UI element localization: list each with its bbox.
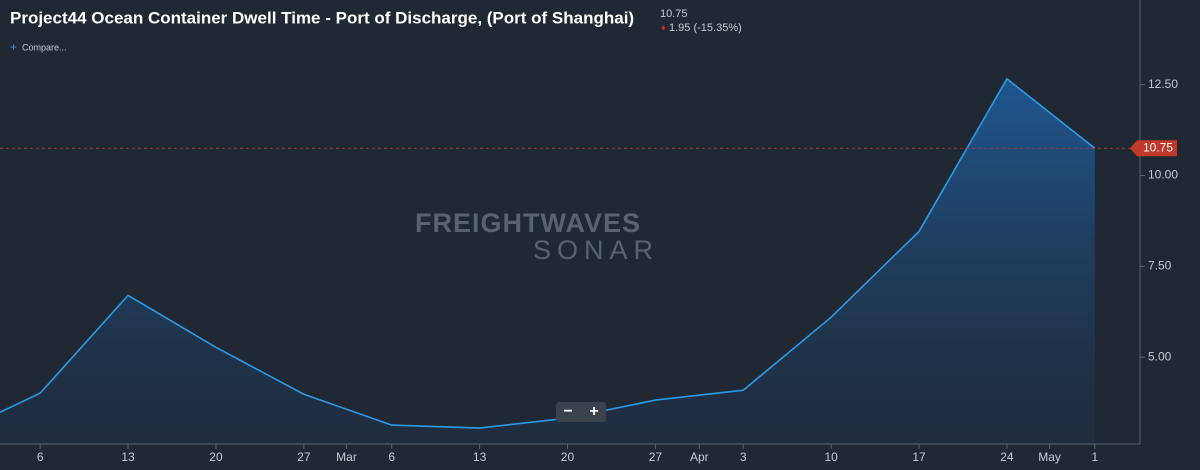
y-tick-label: 5.00 bbox=[1148, 349, 1172, 363]
x-tick-label: 27 bbox=[649, 450, 663, 464]
x-tick-label: 20 bbox=[209, 450, 223, 464]
x-tick-label: May bbox=[1038, 450, 1061, 464]
x-tick-label: 27 bbox=[297, 450, 311, 464]
plot-area bbox=[0, 77, 1096, 444]
x-tick-label: 24 bbox=[1000, 450, 1014, 464]
compare-button[interactable]: Compare... bbox=[22, 42, 67, 52]
y-tick-label: 10.00 bbox=[1148, 168, 1178, 182]
zoom-out[interactable]: − bbox=[563, 403, 572, 420]
y-tick-label: 7.50 bbox=[1148, 258, 1172, 272]
compare-icon[interactable]: + bbox=[10, 40, 17, 54]
x-tick-label: 1 bbox=[1091, 450, 1098, 464]
last-value: 10.75 bbox=[660, 8, 688, 20]
watermark: SONAR bbox=[533, 235, 659, 265]
x-tick-label: 3 bbox=[740, 450, 747, 464]
x-tick-label: 17 bbox=[912, 450, 926, 464]
current-value-badge bbox=[1130, 140, 1177, 157]
x-tick-label: 13 bbox=[473, 450, 487, 464]
y-tick-label: 12.50 bbox=[1148, 77, 1178, 91]
area bbox=[0, 78, 1095, 444]
x-tick-label: 10 bbox=[824, 450, 838, 464]
current-value-label: 10.75 bbox=[1143, 140, 1173, 154]
x-tick-label: Apr bbox=[690, 450, 709, 464]
x-tick-label: Mar bbox=[336, 450, 357, 464]
zoom-in[interactable]: + bbox=[589, 403, 598, 420]
x-tick-label: 6 bbox=[388, 450, 395, 464]
line bbox=[0, 77, 1096, 429]
x-tick-label: 13 bbox=[121, 450, 135, 464]
change: 1.95 (-15.35%) bbox=[669, 22, 742, 34]
watermark: FREIGHTWAVES bbox=[415, 208, 641, 238]
chart-title: Project44 Ocean Container Dwell Time - P… bbox=[10, 8, 634, 27]
zoom-controls bbox=[556, 402, 606, 422]
x-tick-label: 20 bbox=[561, 450, 575, 464]
x-tick-label: 6 bbox=[37, 450, 44, 464]
change-icon: ♦ bbox=[661, 22, 666, 32]
